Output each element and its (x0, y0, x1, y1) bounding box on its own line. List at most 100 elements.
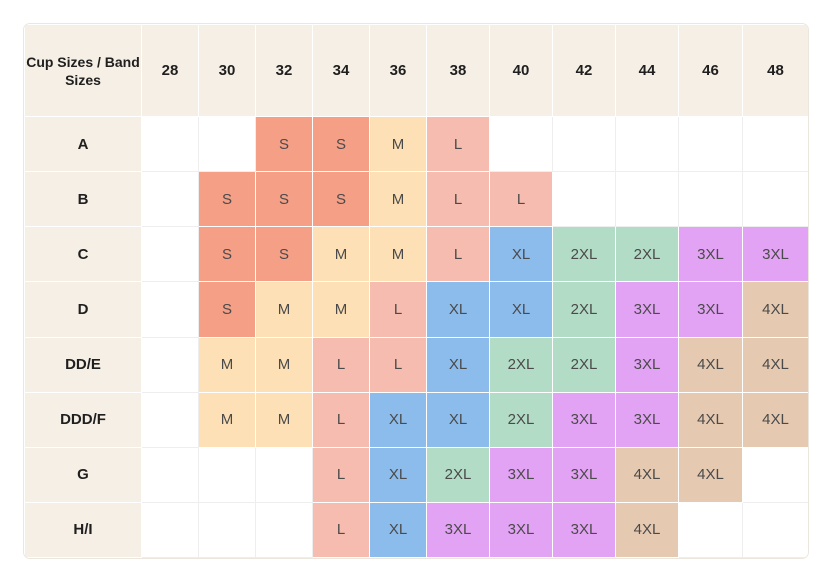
cup-size-label: H/I (24, 501, 142, 558)
cup-row: DD/E M M L L XL 2XL 2XL 3XL 4XL 4XL (24, 336, 808, 393)
size-cell: XL (489, 281, 553, 338)
band-size-header: 34 (312, 24, 370, 117)
cup-row: G L XL 2XL 3XL 3XL 4XL 4XL (24, 446, 808, 503)
size-cell: 3XL (552, 391, 616, 448)
band-size-header: 38 (426, 24, 490, 117)
size-cell: M (312, 281, 370, 338)
size-cell: L (489, 171, 553, 228)
empty-cell (141, 391, 199, 448)
empty-cell (615, 115, 679, 173)
empty-cell (141, 501, 199, 558)
size-cell: M (369, 171, 427, 228)
size-cell: XL (489, 226, 553, 283)
cup-size-label: DDD/F (24, 391, 142, 448)
size-cell: 2XL (489, 391, 553, 448)
size-cell: L (426, 171, 490, 228)
size-grid: A S S M L B S S S M L L C S S M M L XL 2XL 2XL 3XL 3XL D S M M L XL X… (24, 115, 808, 558)
band-size-header: 46 (678, 24, 743, 117)
corner-header: Cup Sizes / Band Sizes (24, 24, 142, 117)
size-cell: S (198, 226, 256, 283)
size-cell: L (312, 446, 370, 503)
size-cell: S (255, 115, 313, 173)
size-cell: 4XL (678, 336, 743, 393)
size-chart: Cup Sizes / Band Sizes 28 30 32 34 36 38… (24, 24, 808, 558)
cup-row: C S S M M L XL 2XL 2XL 3XL 3XL (24, 226, 808, 283)
empty-cell (198, 115, 256, 173)
size-cell: 2XL (489, 336, 553, 393)
size-cell: 3XL (615, 336, 679, 393)
size-cell: 3XL (552, 446, 616, 503)
size-cell: L (312, 391, 370, 448)
size-cell: S (312, 115, 370, 173)
size-cell: 4XL (678, 446, 743, 503)
cup-row: DDD/F M M L XL XL 2XL 3XL 3XL 4XL 4XL (24, 391, 808, 448)
empty-cell (678, 171, 743, 228)
size-cell: 3XL (552, 501, 616, 558)
empty-cell (141, 281, 199, 338)
size-cell: 3XL (489, 501, 553, 558)
cup-size-label: D (24, 281, 142, 338)
size-cell: M (255, 336, 313, 393)
size-cell: L (369, 336, 427, 393)
size-cell: M (255, 391, 313, 448)
size-cell: XL (369, 501, 427, 558)
size-cell: 4XL (615, 501, 679, 558)
size-cell: 3XL (742, 226, 808, 283)
size-cell: S (255, 226, 313, 283)
size-cell: M (369, 226, 427, 283)
empty-cell (552, 171, 616, 228)
cup-size-label: B (24, 171, 142, 228)
empty-cell (678, 501, 743, 558)
empty-cell (255, 446, 313, 503)
empty-cell (678, 115, 743, 173)
size-cell: 3XL (678, 226, 743, 283)
empty-cell (141, 115, 199, 173)
size-cell: XL (426, 336, 490, 393)
cup-size-label: G (24, 446, 142, 503)
size-cell: L (426, 226, 490, 283)
size-cell: 3XL (615, 281, 679, 338)
size-cell: 3XL (678, 281, 743, 338)
cup-size-label: DD/E (24, 336, 142, 393)
size-cell: 4XL (615, 446, 679, 503)
size-cell: M (198, 336, 256, 393)
size-cell: M (198, 391, 256, 448)
band-size-header: 36 (369, 24, 427, 117)
band-size-header: 30 (198, 24, 256, 117)
empty-cell (255, 501, 313, 558)
size-cell: XL (369, 446, 427, 503)
size-cell: L (369, 281, 427, 338)
size-cell: 2XL (552, 336, 616, 393)
empty-cell (141, 171, 199, 228)
size-cell: 2XL (552, 281, 616, 338)
cup-size-label: C (24, 226, 142, 283)
band-size-header: 42 (552, 24, 616, 117)
empty-cell (489, 115, 553, 173)
band-size-header: 28 (141, 24, 199, 117)
band-size-header: 48 (742, 24, 808, 117)
header-row: Cup Sizes / Band Sizes 28 30 32 34 36 38… (24, 24, 808, 117)
size-cell: S (312, 171, 370, 228)
empty-cell (198, 501, 256, 558)
empty-cell (742, 115, 808, 173)
empty-cell (141, 446, 199, 503)
size-cell: XL (426, 391, 490, 448)
size-cell: 3XL (489, 446, 553, 503)
empty-cell (198, 446, 256, 503)
size-cell: 4XL (742, 281, 808, 338)
empty-cell (552, 115, 616, 173)
empty-cell (615, 171, 679, 228)
cup-size-label: A (24, 115, 142, 173)
size-cell: S (198, 281, 256, 338)
size-cell: 4XL (742, 391, 808, 448)
cup-row: H/I L XL 3XL 3XL 3XL 4XL (24, 501, 808, 558)
size-cell: 4XL (742, 336, 808, 393)
size-chart-table: Cup Sizes / Band Sizes 28 30 32 34 36 38… (24, 24, 808, 558)
size-cell: 2XL (552, 226, 616, 283)
band-size-header: 44 (615, 24, 679, 117)
empty-cell (742, 446, 808, 503)
size-cell: L (426, 115, 490, 173)
size-cell: 2XL (615, 226, 679, 283)
size-cell: M (255, 281, 313, 338)
